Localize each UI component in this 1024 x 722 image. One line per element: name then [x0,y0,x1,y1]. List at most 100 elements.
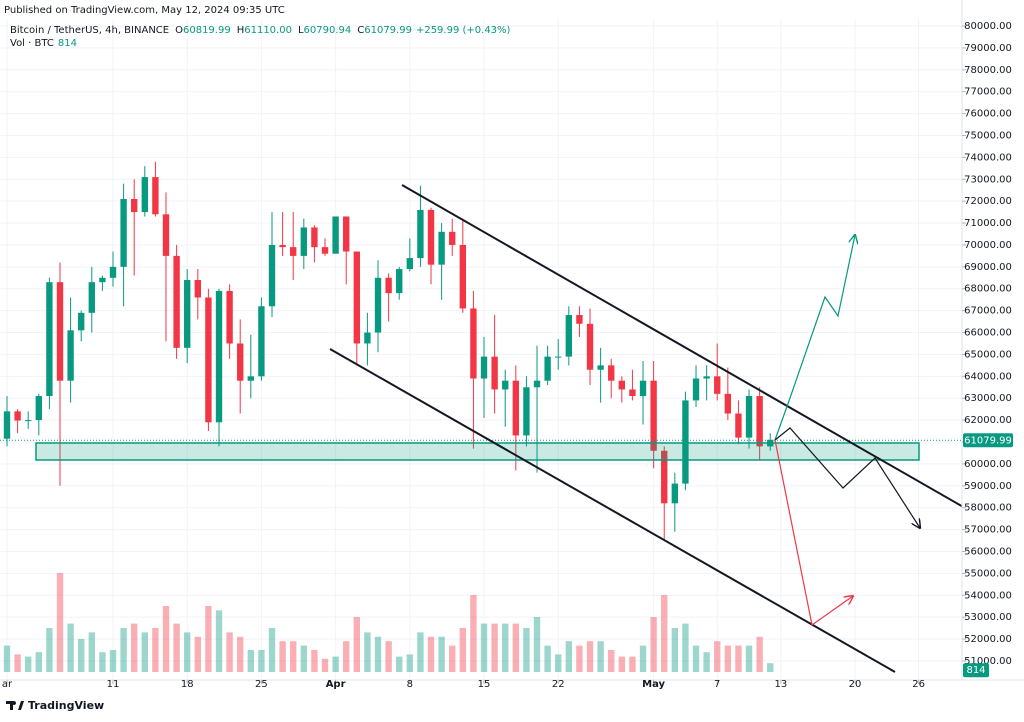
candle-body [735,413,742,438]
volume-bar [438,636,445,672]
candle-body [237,343,244,381]
candle-body [438,231,445,265]
candle-body [215,290,223,423]
volume-bar [290,641,297,672]
ohlc-value: 61079.99 [364,25,412,36]
candle-body [703,376,710,379]
candle-body [745,396,753,438]
volume-bar [523,628,530,672]
ohlc-value: 60790.94 [304,25,352,36]
candle-body [724,393,732,414]
candle-body [417,209,424,259]
candle-body [385,277,392,294]
volume-bar [3,645,11,672]
candle-body [470,308,477,379]
volume-bar [247,650,254,672]
volume-bar [109,650,117,672]
candle-body [671,483,679,504]
y-tick-label: 76000.00 [964,109,1012,120]
candle-body [406,258,413,270]
candle-body [512,380,520,436]
candle-body [14,411,21,421]
candle-body [162,214,170,256]
support-zone [35,442,920,461]
volume-bar [14,654,21,672]
x-tick-label: ar [2,679,13,690]
y-tick-label: 67000.00 [964,306,1012,317]
x-tick-label: 20 [849,679,862,690]
candle-body [332,216,339,254]
change: +259.99 (+0.43%) [416,25,511,36]
volume-bar [650,617,657,672]
candle-body [88,282,95,313]
candle-body [141,177,148,213]
y-tick-label: 66000.00 [964,328,1012,339]
volume-bar [194,636,201,672]
volume-bar [374,636,382,672]
last-price-label: 61079.99 [964,435,1012,446]
bearish-projection [774,439,853,627]
volume-bar [56,573,64,672]
volume-bar [396,656,403,672]
volume-bar [555,654,562,672]
candle-body [99,277,106,283]
candle-body [131,198,138,213]
candle-body [608,365,615,381]
volume-bar [332,656,339,672]
volume-bar [512,623,520,672]
candle-body [56,282,64,381]
grid [0,19,962,680]
volume-bar [406,654,413,672]
candle-body [194,279,201,298]
volume-bar [745,645,753,672]
candle-body [459,244,467,309]
volume-bar [470,595,477,672]
y-tick-label: 71000.00 [964,218,1012,229]
candle-body [226,290,233,344]
y-tick-label: 58000.00 [964,503,1012,514]
volume-bar [533,617,541,672]
symbol: Bitcoin / TetherUS, 4h, BINANCE [10,25,169,36]
y-tick-label: 75000.00 [964,130,1012,141]
volume-bar [364,632,371,672]
axes: 51000.00 52000.00 53000.00 54000.00 55000.00… [0,0,1024,690]
y-tick-label: 74000.00 [964,152,1012,163]
volume-bar [692,645,700,672]
neutral-projection [774,427,920,528]
volume-bar [205,606,212,672]
x-tick-label: 25 [255,679,268,690]
upper-channel-line [401,184,962,508]
y-tick-label: 78000.00 [964,65,1012,76]
volume-bar [385,641,392,672]
candle-body [268,244,276,307]
volume-bar [237,636,244,672]
volume-bar [131,623,138,672]
brand-icon [6,701,24,710]
symbol-line: Bitcoin / TetherUS, 4h, BINANCE O60819.99… [10,25,511,36]
y-tick-label: 65000.00 [964,349,1012,360]
y-tick-label: 77000.00 [964,87,1012,98]
candle-body [67,330,74,381]
volume-bar [661,595,668,672]
candle-body [427,209,435,265]
y-tick-label: 52000.00 [964,634,1012,645]
candle-body [173,255,180,348]
ohlc-value: 60819.99 [183,25,231,36]
candle-body [152,177,159,215]
volume-line: Vol · BTC 814 [10,38,77,49]
volume-bar [343,641,350,672]
volume-bar [78,639,85,672]
candle-body [205,297,212,423]
candle-body [247,376,254,381]
volume-bar [597,641,604,672]
y-tick-label: 62000.00 [964,415,1012,426]
volume-bar [618,656,626,672]
candle-body [279,244,286,248]
volume-bar [184,632,191,672]
volume-bar [724,645,732,672]
candle-body [321,247,329,254]
candle-body [396,269,403,294]
candle-body [618,380,626,390]
candle-body [629,389,636,397]
x-tick-label: 11 [107,679,120,690]
